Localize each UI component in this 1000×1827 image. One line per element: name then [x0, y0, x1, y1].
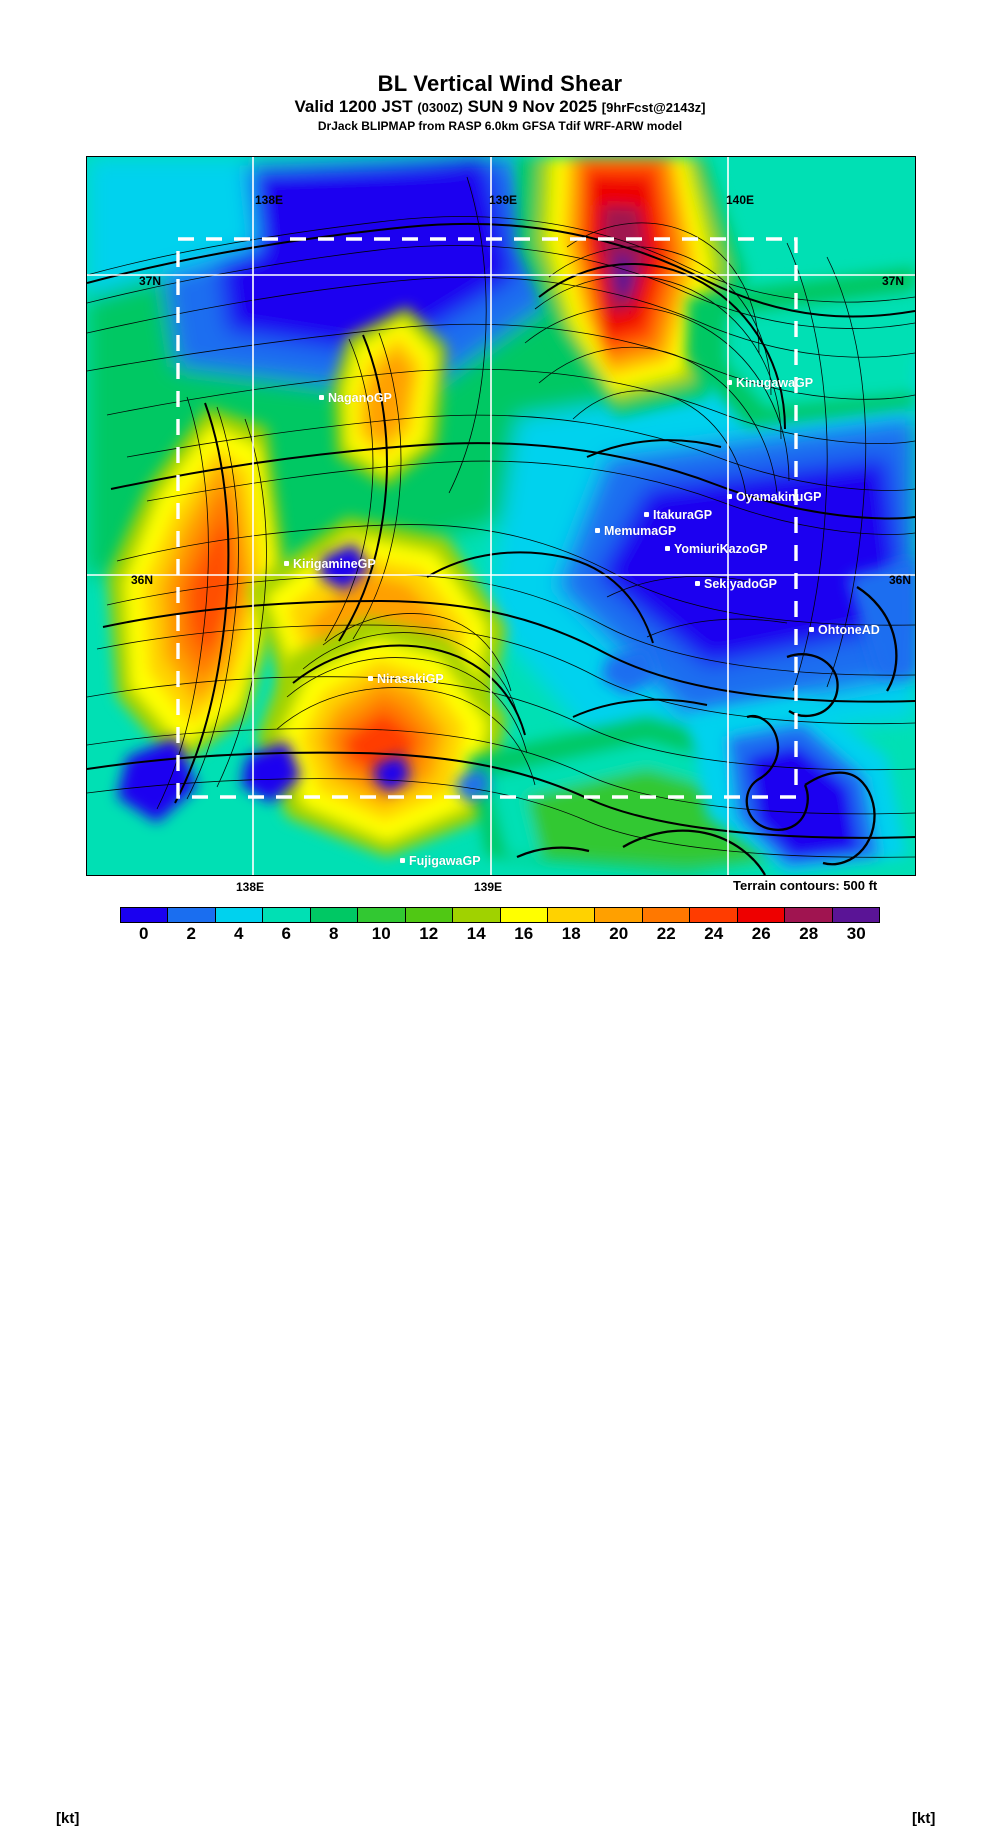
colorbar-segment-8: [499, 908, 547, 922]
colorbar-tick-20: 20: [609, 924, 629, 943]
colorbar-unit-right: [kt]: [912, 1810, 936, 1827]
valid-utc: (0300Z): [417, 100, 463, 115]
colorbar-tick-2: 2: [186, 924, 196, 943]
terrain-contour-note: Terrain contours: 500 ft: [733, 878, 878, 893]
colorbar-tick-6: 6: [281, 924, 291, 943]
colorbar-tick-0: 0: [139, 924, 149, 943]
page-title: BL Vertical Wind Shear: [377, 71, 623, 96]
colorbar-segment-9: [546, 908, 595, 922]
terrain-contours: [87, 176, 915, 858]
model-source-line: DrJack BLIPMAP from RASP 6.0km GFSA Tdif…: [317, 119, 683, 133]
colorbar-segment-11: [641, 908, 690, 922]
title-block: BL Vertical Wind Shear Valid 1200 JST (0…: [0, 71, 1000, 134]
colorbar-tick-28: 28: [799, 924, 819, 943]
valid-time: Valid 1200 JST: [294, 97, 413, 116]
colorbar-segment-15: [831, 908, 879, 922]
colorbar-segment-7: [452, 908, 500, 922]
colorbar-segment-6: [404, 908, 453, 922]
colorbar-tick-18: 18: [561, 924, 581, 943]
coastline: [516, 586, 898, 875]
colorbar-tick-26: 26: [751, 924, 771, 943]
colorbar-tick-8: 8: [329, 924, 339, 943]
colorbar-tick-30: 30: [846, 924, 866, 943]
colorbar-tick-22: 22: [656, 924, 676, 943]
colorbar-segment-1: [167, 908, 215, 922]
terrain-contours-bold: [87, 222, 915, 839]
colorbar-segment-10: [594, 908, 642, 922]
domain-boundary-box: [176, 237, 798, 799]
colorbar-segment-13: [736, 908, 785, 922]
colorbar-tick-14: 14: [466, 924, 486, 943]
colorbar-segment-3: [262, 908, 310, 922]
valid-line: Valid 1200 JST (0300Z) SUN 9 Nov 2025 [9…: [0, 97, 1000, 118]
valid-date: SUN 9 Nov 2025: [467, 97, 598, 116]
colorbar-tick-12: 12: [419, 924, 439, 943]
colorbar-segment-2: [214, 908, 263, 922]
colorbar-legend: [kt] 0 2 4 6 8 10 12 14 16 18 20 22 24 26 28 30 [kt]: [0, 902, 1000, 1827]
colorbar-unit-left: [kt]: [56, 1810, 80, 1827]
colorbar-tick-16: 16: [514, 924, 534, 943]
graticule: [87, 157, 915, 875]
colorbar-segment-4: [309, 908, 358, 922]
map-canvas[interactable]: 138E 139E 140E 37N 37N 36N 36N NaganoGP Kinugaw…: [86, 156, 916, 876]
forecast-tag: [9hrFcst@2143z]: [601, 100, 706, 115]
blipmap-page: BL Vertical Wind Shear Valid 1200 JST (0…: [0, 71, 1000, 1827]
colorbar-segment-14: [784, 908, 832, 922]
wind-shear-field: [87, 157, 915, 875]
colorbar-segment-5: [357, 908, 405, 922]
colorbar-tick-24: 24: [704, 924, 724, 943]
colorbar-tick-10: 10: [371, 924, 391, 943]
colorbar-segment-12: [689, 908, 737, 922]
axis-label-139e: 139E: [474, 880, 503, 894]
colorbar-tick-4: 4: [234, 924, 244, 943]
colorbar-tick-labels: 0 2 4 6 8 10 12 14 16 18 20 22 24 26 28 30: [120, 924, 880, 946]
colorbar-segment-0: [121, 908, 168, 922]
colorbar-swatches: [120, 907, 880, 923]
axis-label-138e: 138E: [236, 880, 265, 894]
